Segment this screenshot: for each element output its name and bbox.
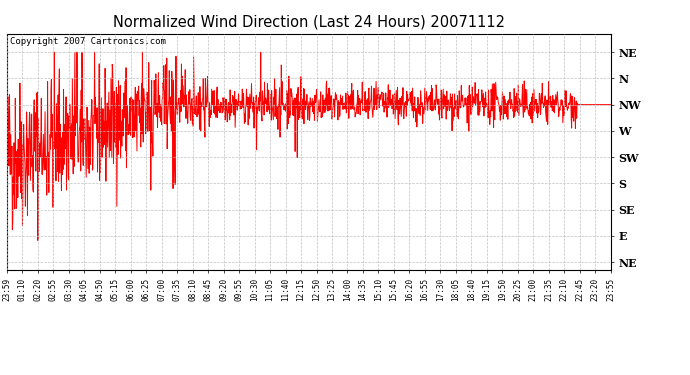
Text: Copyright 2007 Cartronics.com: Copyright 2007 Cartronics.com [10,37,166,46]
Title: Normalized Wind Direction (Last 24 Hours) 20071112: Normalized Wind Direction (Last 24 Hours… [112,15,505,30]
